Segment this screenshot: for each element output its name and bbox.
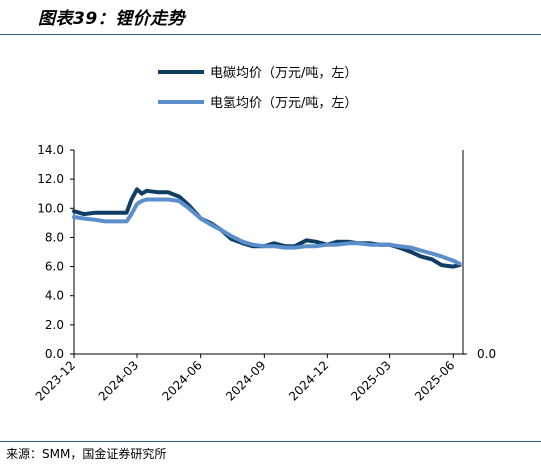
legend: 电碳均价（万元/吨，左） 电氢均价（万元/吨，左） [158,66,357,111]
series-group [72,187,462,269]
x-tick-label: 2024-03 [96,358,141,403]
y-tick-label: 12.0 [37,172,64,186]
x-tick-label: 2024-12 [286,358,331,403]
x-tick-label: 2024-09 [223,358,268,403]
y-tick-label: 10.0 [37,201,64,215]
footer-divider [0,441,541,442]
x-tick-label: 2025-03 [348,358,393,403]
page-title: 图表39：锂价走势 [38,9,186,29]
series-line-lithium-carbonate [72,187,462,269]
series-line-lithium-hydroxide [72,197,462,266]
x-tick-label: 2024-06 [159,358,204,403]
y-tick-label: 6.0 [45,260,64,274]
source-note: 来源：SMM，国金证券研究所 [6,447,167,461]
x-axis: 2023-12 2024-03 2024-06 2024-09 2024-12 2025-… [33,353,463,404]
x-tick-label: 2023-12 [33,358,78,403]
y-tick-label: 14.0 [37,143,64,157]
y-tick-label: 8.0 [45,230,64,244]
y-right-axis: 0.0 [462,150,496,361]
y-right-tick-label: 0.0 [477,347,496,361]
x-tick-label: 2025-06 [412,358,457,403]
y-axis: 14.0 12.0 10.0 8.0 6.0 4.0 2.0 0.0 [37,143,75,361]
title-divider [0,34,541,35]
legend-label-lithium-carbonate: 电碳均价（万元/吨，左） [210,66,357,81]
y-tick-label: 0.0 [45,347,64,361]
lithium-price-chart: 电碳均价（万元/吨，左） 电氢均价（万元/吨，左） 14.0 12.0 10.0 8.0… [33,66,496,404]
y-tick-label: 4.0 [45,289,64,303]
y-tick-label: 2.0 [45,318,64,332]
legend-label-lithium-hydroxide: 电氢均价（万元/吨，左） [210,96,357,111]
